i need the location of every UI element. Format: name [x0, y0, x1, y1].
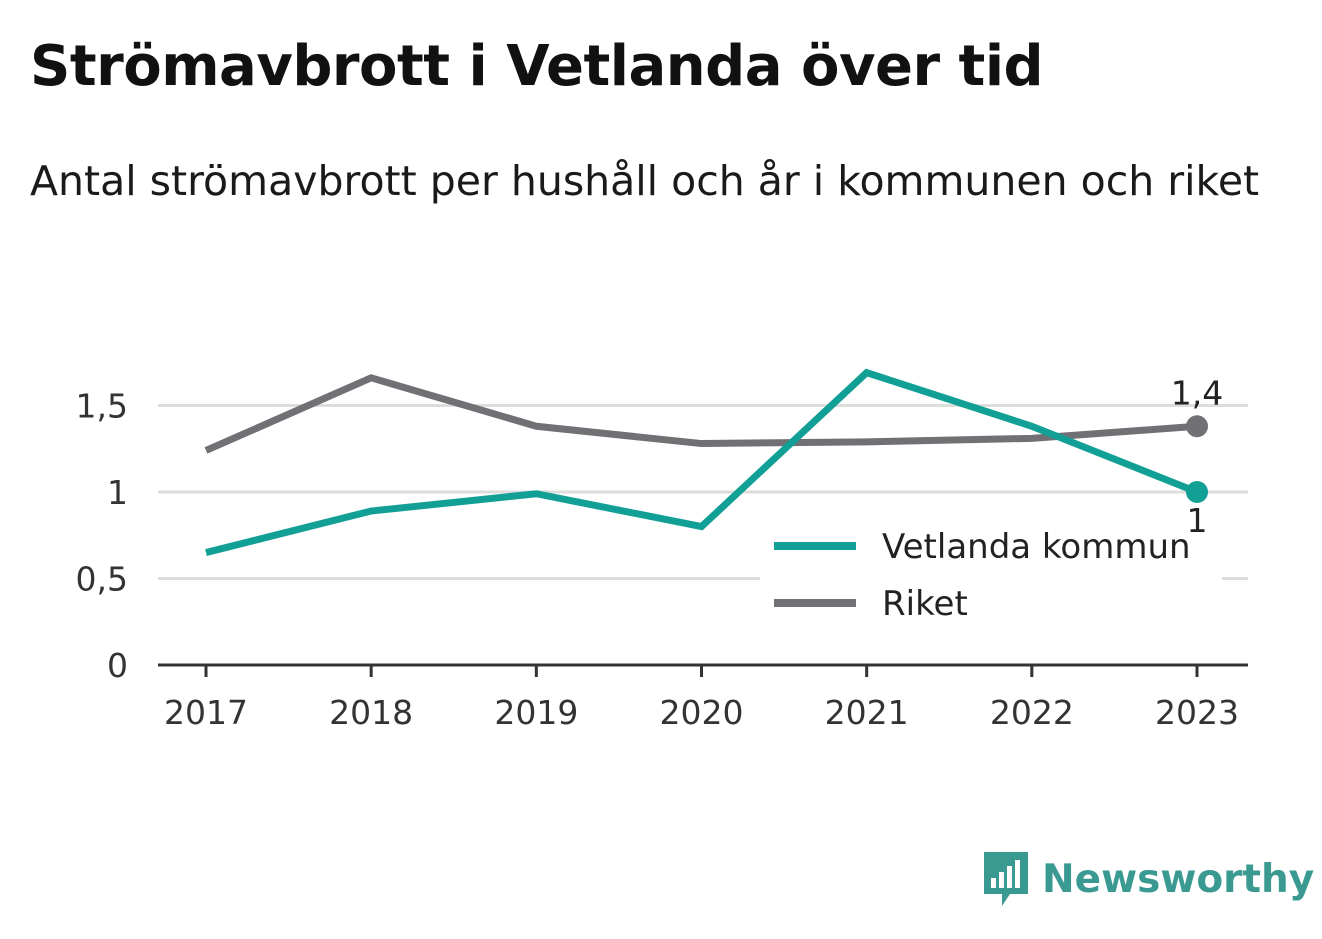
series-line: [204, 374, 1198, 454]
legend: Vetlanda kommun Riket: [760, 515, 1222, 637]
x-tick-label: 2018: [329, 693, 413, 732]
chart-subtitle: Antal strömavbrott per hushåll och år i …: [30, 157, 1260, 205]
line-chart: 0 0,5 1 1,5 2017 2018 2019 2020 2021 2022 2023 Vet…: [76, 368, 1248, 732]
chart-title: Strömavbrott i Vetlanda över tid: [30, 34, 1044, 99]
legend-background: [760, 515, 1222, 637]
series-layer: 1,41: [204, 368, 1223, 556]
y-tick-label: 0: [107, 646, 128, 685]
x-tick-label: 2021: [825, 693, 909, 732]
legend-label: Riket: [882, 584, 968, 624]
y-tick-label: 1,5: [76, 387, 128, 426]
data-label: 1,4: [1171, 373, 1223, 412]
x-tick-label: 2017: [164, 693, 248, 732]
legend-label: Vetlanda kommun: [882, 527, 1191, 567]
data-label: 1: [1187, 501, 1208, 540]
y-tick-label: 0,5: [76, 560, 128, 599]
series-end-point: [1186, 415, 1208, 438]
series-line: [205, 368, 1199, 556]
brand-logo: Newsworthy: [980, 848, 1314, 910]
brand-name: Newsworthy: [1042, 856, 1315, 902]
x-tick-label: 2023: [1155, 693, 1239, 732]
newsworthy-logo-icon: [984, 852, 1028, 906]
series-end-point: [1186, 481, 1208, 503]
x-tick-label: 2022: [990, 693, 1074, 732]
x-tick-label: 2020: [660, 693, 744, 732]
x-tick-label: 2019: [494, 693, 578, 732]
y-tick-label: 1: [107, 473, 128, 512]
axis-layer: 0 0,5 1 1,5 2017 2018 2019 2020 2021 2022 2023: [76, 387, 1248, 732]
